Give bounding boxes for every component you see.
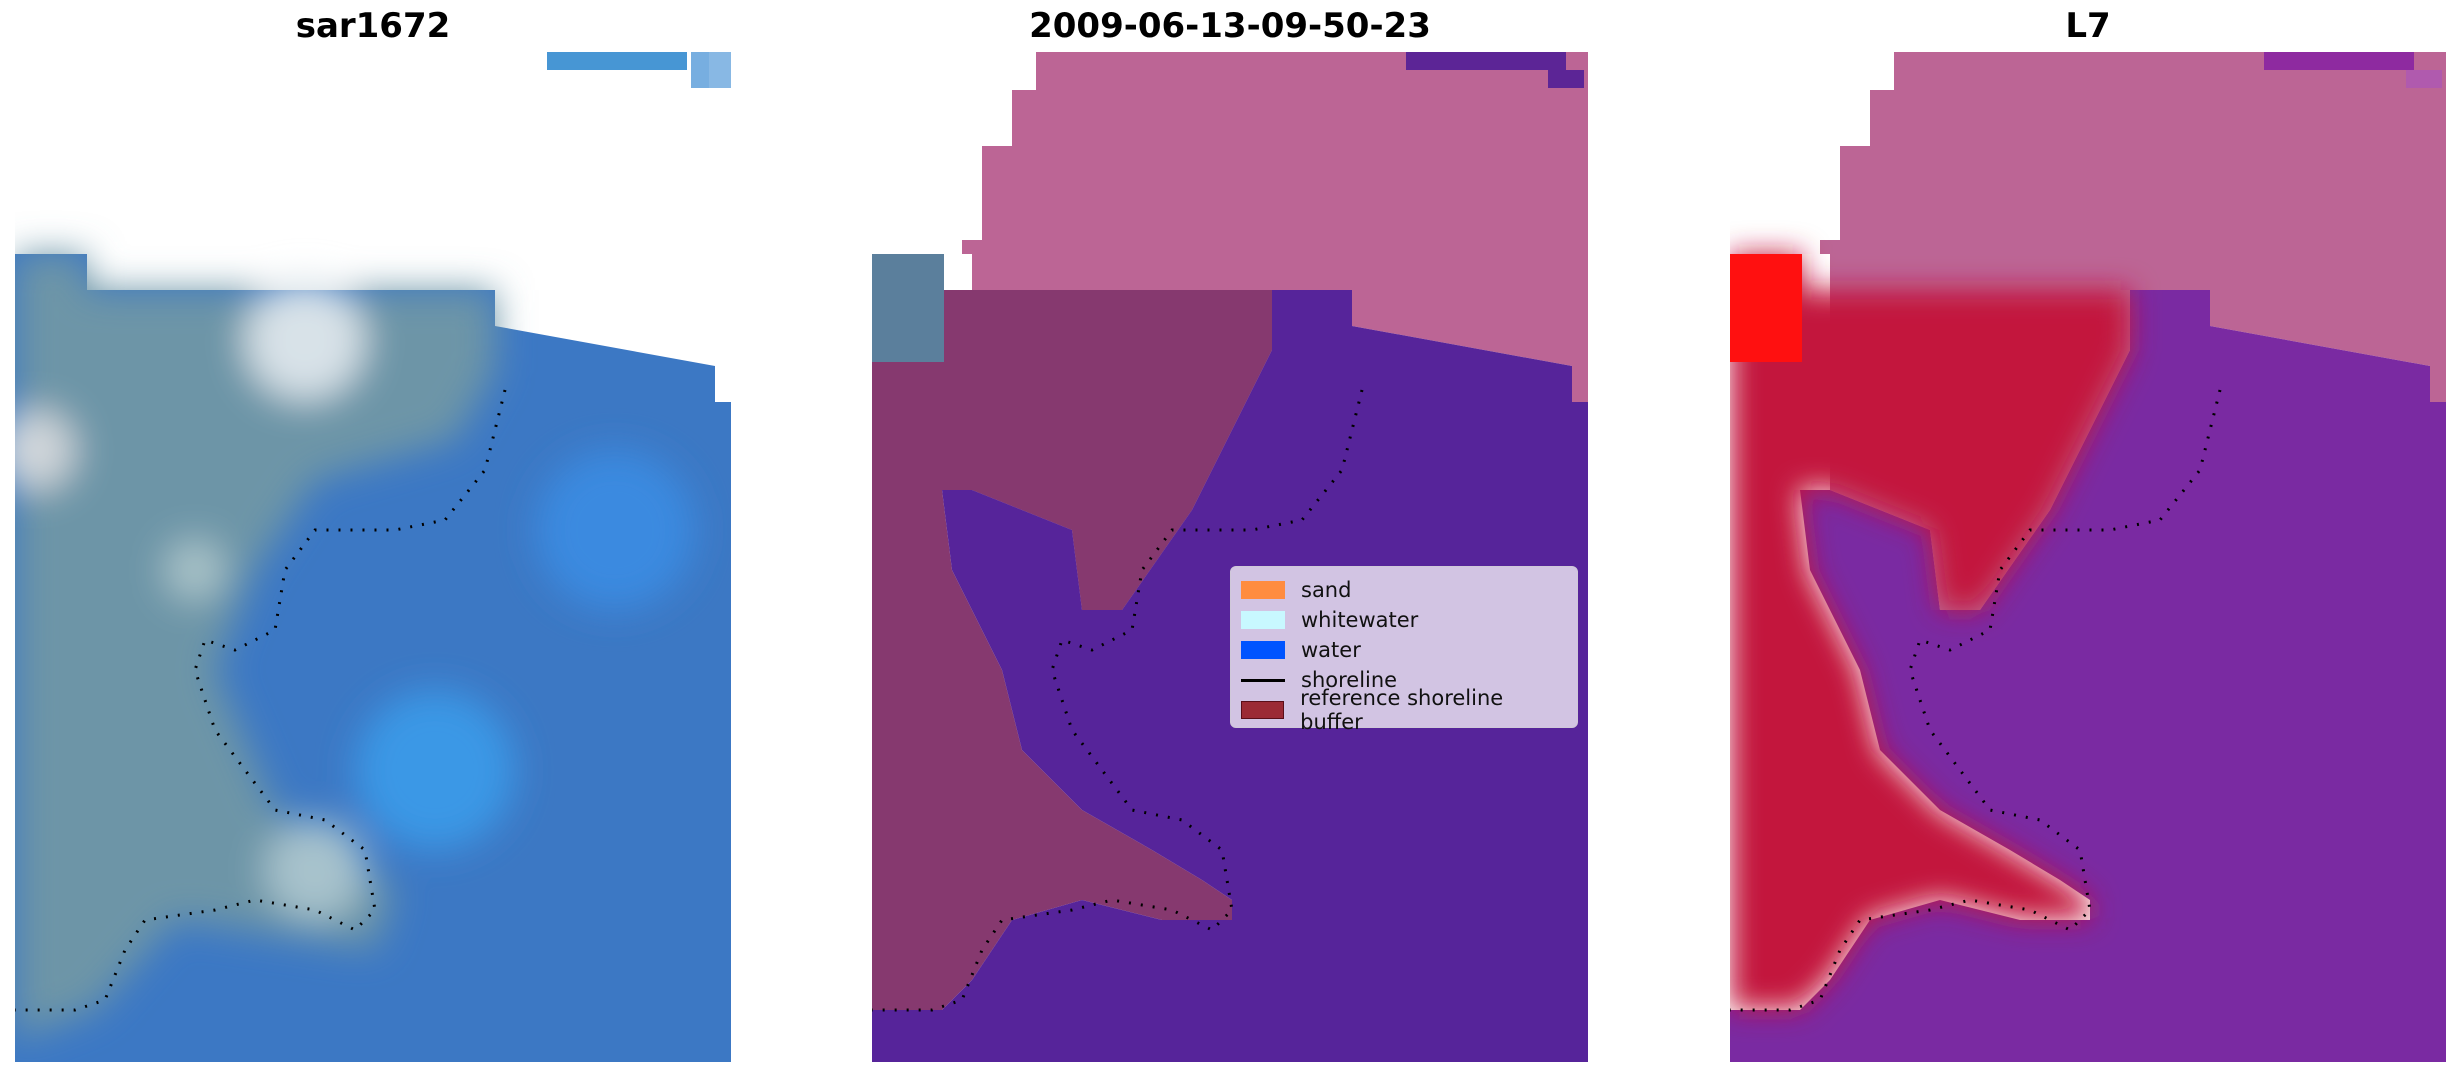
rgb-image-panel <box>15 50 731 1062</box>
sand-swatch <box>1241 581 1285 599</box>
legend-item-reference-buffer: reference shoreline buffer <box>1241 686 1567 734</box>
legend-label-shoreline: shoreline <box>1301 668 1398 692</box>
legend-item-whitewater: whitewater <box>1241 605 1567 635</box>
panel-title-rgb: sar1672 <box>295 6 451 46</box>
legend: sand whitewater water shoreline referenc… <box>1230 566 1578 734</box>
reference-buffer-swatch <box>1241 701 1285 719</box>
legend-label-water: water <box>1301 638 1361 662</box>
index-image-panel <box>1730 50 2446 1062</box>
legend-item-sand: sand <box>1241 575 1567 605</box>
shoreline-swatch <box>1241 678 1285 682</box>
rgb-image <box>15 52 731 1062</box>
legend-label-whitewater: whitewater <box>1301 608 1419 632</box>
legend-label-sand: sand <box>1301 578 1352 602</box>
water-swatch <box>1241 641 1285 659</box>
panel-title-classified: 2009-06-13-09-50-23 <box>1029 6 1431 46</box>
legend-item-shoreline: shoreline <box>1241 665 1567 695</box>
shoreline-dots <box>15 389 507 1012</box>
whitewater-swatch <box>1241 611 1285 629</box>
classified-image-panel <box>872 50 1588 1062</box>
classified-image <box>872 52 1588 1062</box>
legend-label-reference-buffer: reference shoreline buffer <box>1300 686 1504 734</box>
index-image <box>1730 52 2446 1062</box>
panel-title-index: L7 <box>2065 6 2111 46</box>
legend-item-water: water <box>1241 635 1567 665</box>
